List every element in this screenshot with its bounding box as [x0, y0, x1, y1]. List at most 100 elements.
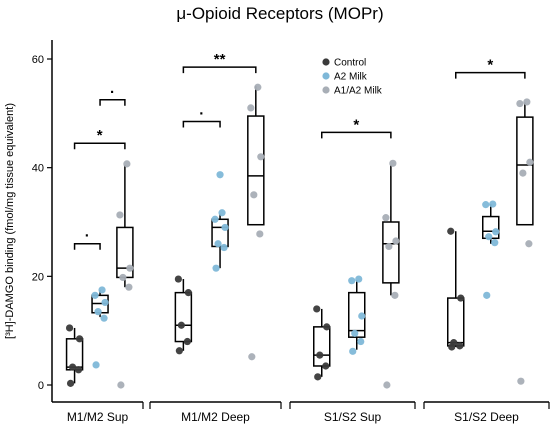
- data-point: [385, 243, 392, 250]
- data-point: [214, 240, 221, 247]
- box-iqr: [314, 327, 330, 366]
- data-point: [450, 339, 457, 346]
- data-point: [492, 228, 499, 235]
- significance-label: *: [97, 127, 103, 144]
- significance-label: **: [214, 51, 226, 68]
- legend: Control A2 Milk A1/A2 Milk: [322, 58, 382, 97]
- data-point: [175, 275, 182, 282]
- data-point: [516, 100, 523, 107]
- data-point: [184, 338, 191, 345]
- data-point: [100, 315, 107, 322]
- significance-bracket: ·: [75, 228, 100, 250]
- data-point: [351, 330, 358, 337]
- data-point: [220, 244, 227, 251]
- box-3-0: [448, 231, 464, 347]
- data-point: [519, 170, 526, 177]
- data-point: [491, 239, 498, 246]
- significance-bracket: *: [75, 127, 125, 149]
- data-point: [357, 338, 364, 345]
- data-point: [247, 104, 254, 111]
- data-point: [178, 322, 185, 329]
- y-tick-label: 0: [38, 380, 44, 392]
- category-label: S1/S2 Sup: [324, 410, 382, 424]
- data-point: [216, 171, 223, 178]
- y-tick-label: 60: [32, 54, 44, 66]
- data-point: [391, 292, 398, 299]
- data-point: [116, 211, 123, 218]
- category-label: S1/S2 Deep: [454, 410, 519, 424]
- legend-label: A2 Milk: [334, 72, 368, 83]
- data-point: [392, 237, 399, 244]
- data-point: [125, 284, 132, 291]
- legend-marker: [322, 58, 329, 65]
- data-point: [348, 277, 355, 284]
- legend-marker: [322, 72, 329, 79]
- data-point: [248, 353, 255, 360]
- y-tick-label: 20: [32, 271, 44, 283]
- data-point: [211, 216, 218, 223]
- data-point: [117, 381, 124, 388]
- data-point: [383, 381, 390, 388]
- significance-bracket: *: [456, 57, 525, 79]
- data-point: [67, 380, 74, 387]
- data-point: [485, 233, 492, 240]
- data-point: [250, 191, 257, 198]
- significance-bracket: **: [183, 51, 255, 73]
- data-point: [119, 274, 126, 281]
- data-point: [221, 224, 228, 231]
- data-point: [66, 324, 73, 331]
- significance-label: *: [353, 116, 359, 133]
- data-point: [98, 286, 105, 293]
- legend-marker: [322, 86, 329, 93]
- data-point: [355, 275, 362, 282]
- box-iqr: [175, 293, 191, 342]
- data-point: [212, 265, 219, 272]
- significance-label: ·: [85, 228, 90, 245]
- data-point: [457, 294, 464, 301]
- box-plots: [67, 86, 533, 383]
- significance-label: ·: [110, 84, 115, 101]
- chart-title: μ-Opioid Receptors (MOPr): [176, 4, 383, 23]
- box-iqr: [448, 298, 464, 346]
- data-point: [447, 228, 454, 235]
- box-iqr: [383, 222, 399, 283]
- legend-label: Control: [334, 58, 366, 69]
- data-point: [123, 160, 130, 167]
- data-point: [316, 352, 323, 359]
- data-point: [185, 289, 192, 296]
- data-point: [254, 84, 261, 91]
- data-point: [323, 323, 330, 330]
- data-point: [176, 347, 183, 354]
- significance-label: *: [487, 57, 493, 74]
- data-point: [126, 265, 133, 272]
- significance-annotations: ··*·****: [75, 51, 525, 250]
- data-point: [523, 98, 530, 105]
- box-iqr: [248, 116, 264, 225]
- data-point: [322, 362, 329, 369]
- data-point: [69, 363, 76, 370]
- significance-label: ·: [199, 105, 204, 122]
- data-point: [389, 160, 396, 167]
- data-point: [483, 292, 490, 299]
- significance-bracket: ·: [100, 84, 125, 106]
- data-point: [91, 292, 98, 299]
- data-point: [482, 201, 489, 208]
- data-point: [382, 214, 389, 221]
- data-point: [517, 378, 524, 385]
- data-point: [489, 200, 496, 207]
- data-point: [314, 373, 321, 380]
- data-point: [92, 361, 99, 368]
- significance-bracket: *: [322, 116, 391, 138]
- data-point: [526, 159, 533, 166]
- category-label: M1/M2 Sup: [67, 410, 129, 424]
- data-point: [349, 348, 356, 355]
- data-point: [313, 305, 320, 312]
- data-point: [525, 240, 532, 247]
- legend-label: A1/A2 Milk: [334, 86, 383, 97]
- data-point: [358, 312, 365, 319]
- data-point: [218, 209, 225, 216]
- significance-bracket: ·: [183, 105, 220, 127]
- category-label: M1/M2 Deep: [181, 410, 250, 424]
- y-tick-label: 40: [32, 163, 44, 175]
